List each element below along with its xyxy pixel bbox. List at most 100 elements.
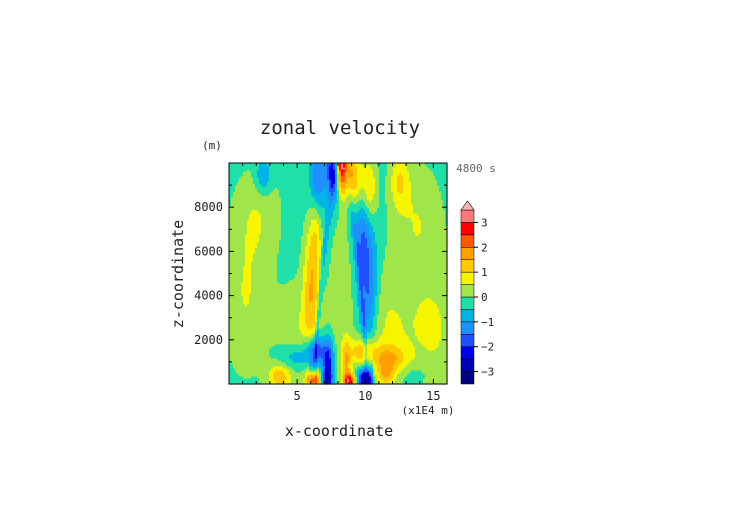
- heatmap-cell: [339, 333, 342, 337]
- heatmap-cell: [417, 367, 420, 371]
- heatmap-cell: [259, 317, 262, 321]
- heatmap-cell: [435, 379, 438, 383]
- heatmap-cell: [423, 359, 426, 363]
- heatmap-cell: [283, 343, 286, 347]
- heatmap-cell: [235, 329, 238, 333]
- heatmap-cell: [439, 375, 442, 379]
- heatmap-cell: [241, 317, 244, 321]
- heatmap-cell: [363, 325, 366, 329]
- heatmap-cell: [371, 363, 374, 367]
- heatmap-cell: [407, 359, 410, 363]
- heatmap-cell: [443, 319, 446, 323]
- heatmap-cell: [405, 371, 408, 375]
- heatmap-cell: [397, 369, 400, 373]
- heatmap-cell: [275, 375, 278, 379]
- heatmap-cell: [297, 347, 300, 351]
- heatmap-cell: [427, 357, 430, 361]
- heatmap-cell: [411, 379, 414, 383]
- heatmap-cell: [427, 347, 430, 351]
- heatmap-cell: [305, 367, 308, 371]
- heatmap-cell: [427, 373, 430, 377]
- heatmap-cell: [273, 317, 276, 321]
- heatmap-cell: [351, 379, 354, 383]
- heatmap-cell: [327, 351, 330, 355]
- heatmap-cell: [413, 375, 416, 379]
- heatmap-cell: [345, 319, 348, 323]
- heatmap-cell: [259, 333, 262, 337]
- heatmap-cell: [279, 373, 282, 377]
- heatmap-cell: [381, 345, 384, 349]
- heatmap-cell: [309, 365, 312, 369]
- heatmap-cell: [271, 341, 274, 345]
- heatmap-cell: [387, 323, 390, 327]
- heatmap-cell: [331, 365, 334, 369]
- heatmap-cell: [353, 373, 356, 377]
- heatmap-cell: [419, 331, 422, 335]
- heatmap-cell: [273, 373, 276, 377]
- heatmap-cell: [327, 327, 330, 331]
- heatmap-cell: [347, 357, 350, 361]
- heatmap-cell: [247, 357, 250, 361]
- heatmap-cell: [249, 315, 252, 319]
- heatmap-cell: [235, 337, 238, 341]
- heatmap-cell: [295, 343, 298, 347]
- heatmap-cell: [349, 321, 352, 325]
- heatmap-cell: [357, 341, 360, 345]
- heatmap-cell: [259, 375, 262, 379]
- heatmap-cell: [311, 317, 314, 321]
- heatmap-cell: [387, 321, 390, 325]
- heatmap-cell: [229, 375, 232, 379]
- heatmap-cell: [241, 347, 244, 351]
- heatmap-cell: [409, 365, 412, 369]
- heatmap-cell: [287, 381, 290, 385]
- heatmap-cell: [353, 361, 356, 365]
- heatmap-cell: [269, 361, 272, 365]
- heatmap-cell: [331, 337, 334, 341]
- heatmap-cell: [327, 323, 330, 327]
- heatmap-cell: [259, 325, 262, 329]
- heatmap-cell: [381, 353, 384, 357]
- heatmap-cell: [347, 375, 350, 379]
- heatmap-cell: [237, 317, 240, 321]
- heatmap-cell: [343, 331, 346, 335]
- heatmap-cell: [389, 351, 392, 355]
- heatmap-cell: [397, 317, 400, 321]
- heatmap-cell: [291, 381, 294, 385]
- heatmap-cell: [253, 349, 256, 353]
- heatmap-cell: [397, 375, 400, 379]
- heatmap-cell: [251, 379, 254, 383]
- heatmap-cell: [407, 341, 410, 345]
- heatmap-cell: [305, 351, 308, 355]
- heatmap-cell: [359, 335, 362, 339]
- heatmap-cell: [385, 323, 388, 327]
- heatmap-cell: [289, 357, 292, 361]
- heatmap-cell: [381, 365, 384, 369]
- heatmap-cell: [405, 363, 408, 367]
- heatmap-cell: [401, 341, 404, 345]
- heatmap-cell: [423, 379, 426, 383]
- heatmap-cell: [395, 351, 398, 355]
- heatmap-cell: [317, 329, 320, 333]
- heatmap-cell: [323, 351, 326, 355]
- heatmap-cell: [439, 335, 442, 339]
- heatmap-cell: [275, 349, 278, 353]
- heatmap-cell: [307, 359, 310, 363]
- heatmap-cell: [301, 381, 304, 385]
- heatmap-cell: [345, 361, 348, 365]
- heatmap-cell: [435, 341, 438, 345]
- heatmap-cell: [385, 377, 388, 381]
- heatmap-cell: [409, 369, 412, 373]
- heatmap-cell: [427, 367, 430, 371]
- heatmap-cell: [381, 351, 384, 355]
- heatmap-cell: [377, 371, 380, 375]
- heatmap-cell: [255, 345, 258, 349]
- heatmap-cell: [287, 323, 290, 327]
- heatmap-cell: [229, 377, 232, 381]
- heatmap-cell: [351, 317, 354, 321]
- heatmap-cell: [347, 327, 350, 331]
- heatmap-cell: [423, 363, 426, 367]
- heatmap-cell: [275, 357, 278, 361]
- heatmap-cell: [281, 363, 284, 367]
- heatmap-cell: [361, 327, 364, 331]
- heatmap-cell: [401, 319, 404, 323]
